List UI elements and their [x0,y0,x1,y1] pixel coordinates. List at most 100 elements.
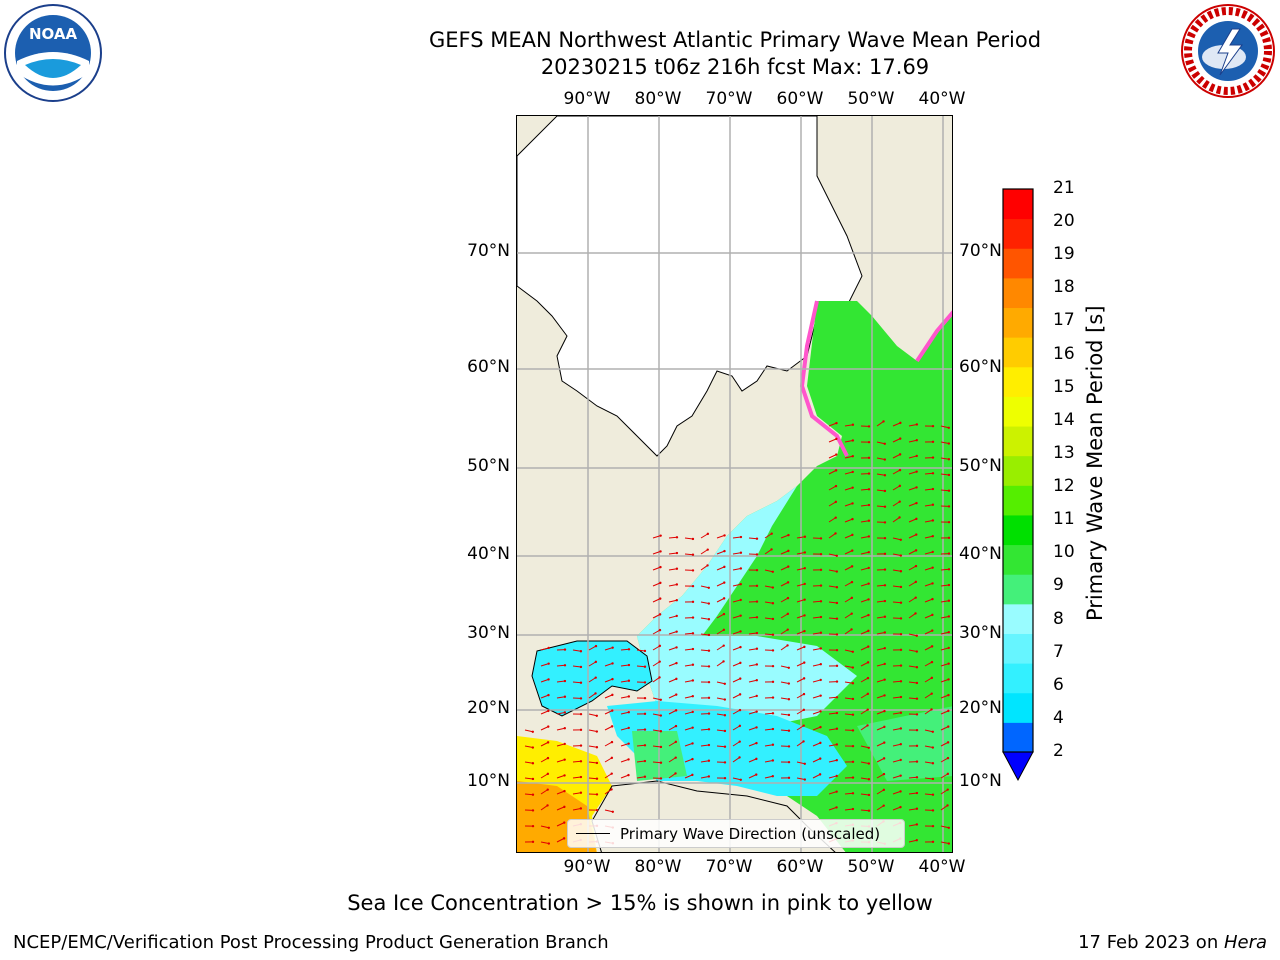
wave-arrow-head [755,710,758,713]
wave-arrow-head [835,759,838,762]
wave-arrow [892,453,901,459]
wave-arrow-head [546,804,549,807]
wave-arrow-head [706,548,709,551]
wave-arrow-head [819,584,823,587]
wave-arrow [876,757,885,763]
colorbar-bin [1003,692,1033,723]
wave-arrow-head [851,502,854,505]
wave-arrow-head [803,598,806,601]
wave-arrow-head [691,537,695,541]
wave-arrow-head [834,500,838,504]
wave-arrow [924,645,933,651]
wave-arrow-head [611,693,614,697]
wave-arrow-head [722,612,726,616]
wave-arrow-head [579,744,583,747]
wave-arrow [732,741,740,747]
wave-arrow [732,757,740,763]
wave-arrow [540,710,549,715]
wave-arrow [540,841,549,845]
wave-arrow-head [899,758,902,762]
wave-arrow [828,501,837,507]
wave-arrow [524,761,533,764]
wave-arrow-head [867,645,870,648]
wave-arrow-head [722,597,726,600]
wave-arrow [780,550,789,555]
wave-arrow [732,599,741,603]
colorbar-bin [1003,307,1033,338]
wave-arrow-head [883,694,886,697]
wave-arrow-head [771,633,775,636]
wave-arrow-head [819,725,822,729]
wave-arrow [796,662,805,667]
wave-arrow [876,805,884,811]
wave-arrow-head [915,728,919,732]
wave-arrow-head [819,663,822,666]
wave-arrow [908,502,917,507]
wave-arrow-head [915,470,918,473]
wave-arrow [924,745,933,749]
lat-label-right-40n: 40°N [959,544,1002,564]
wave-arrow [620,743,629,747]
wave-arrow [844,471,853,475]
wave-arrow [860,761,869,765]
wave-arrow [732,646,741,651]
wave-arrow-head [659,550,662,553]
wave-arrow [700,565,708,571]
wave-arrow [748,695,757,699]
wave-arrow [540,757,549,763]
wave-arrow-head [835,680,839,683]
wave-arrow [732,709,741,715]
wave-arrow [748,648,757,651]
wave-arrow-head [947,842,951,845]
wave-arrow-head [835,586,839,589]
wave-arrow-head [563,648,567,651]
wave-arrow [860,709,868,715]
wave-arrow [556,727,565,731]
wave-arrow-head [547,709,550,713]
wave-arrow-head [914,612,917,615]
wave-arrow [876,584,886,587]
wave-arrow [732,725,741,731]
wave-arrow [892,485,901,491]
wave-arrow [572,776,582,779]
wave-arrow-head [866,661,870,664]
wave-arrow-head [579,681,583,684]
wave-arrow-head [707,602,711,605]
wave-arrow-head [594,644,598,648]
colorbar-svg [1002,188,1034,782]
wave-arrow-head [835,421,838,425]
wave-arrow-head [947,693,950,697]
wave-arrow [716,661,724,667]
wave-arrow-head [771,602,775,605]
wave-arrow [716,566,725,571]
wave-arrow-head [691,663,695,666]
wave-arrow [876,473,885,476]
wave-arrow [940,473,950,476]
wave-arrow-head [851,455,854,458]
wave-arrow [796,599,805,603]
wave-arrow [860,583,869,587]
wave-arrow [796,761,805,765]
wave-arrow [652,761,662,764]
wave-arrow-head [546,741,550,744]
wave-arrow-head [835,633,839,636]
wave-arrow-head [915,697,919,700]
wave-arrow-head [595,761,599,765]
wave-arrow [844,613,852,619]
wave-arrow [860,777,869,780]
legend-line-swatch [576,833,610,834]
wave-arrow-head [835,790,838,793]
wave-arrow-head [755,553,759,556]
wave-arrow-head [739,535,743,539]
wave-arrow-head [707,759,711,762]
wave-arrow-head [931,472,935,475]
wave-arrow-head [563,805,566,809]
wave-arrow [780,713,790,716]
wave-arrow-head [579,697,583,700]
wave-arrow-head [883,552,887,556]
wave-arrow [652,745,662,748]
wave-arrow-head [819,741,822,745]
wave-arrow [796,551,805,555]
wave-arrow-head [851,697,855,701]
wave-arrow-head [930,645,934,648]
